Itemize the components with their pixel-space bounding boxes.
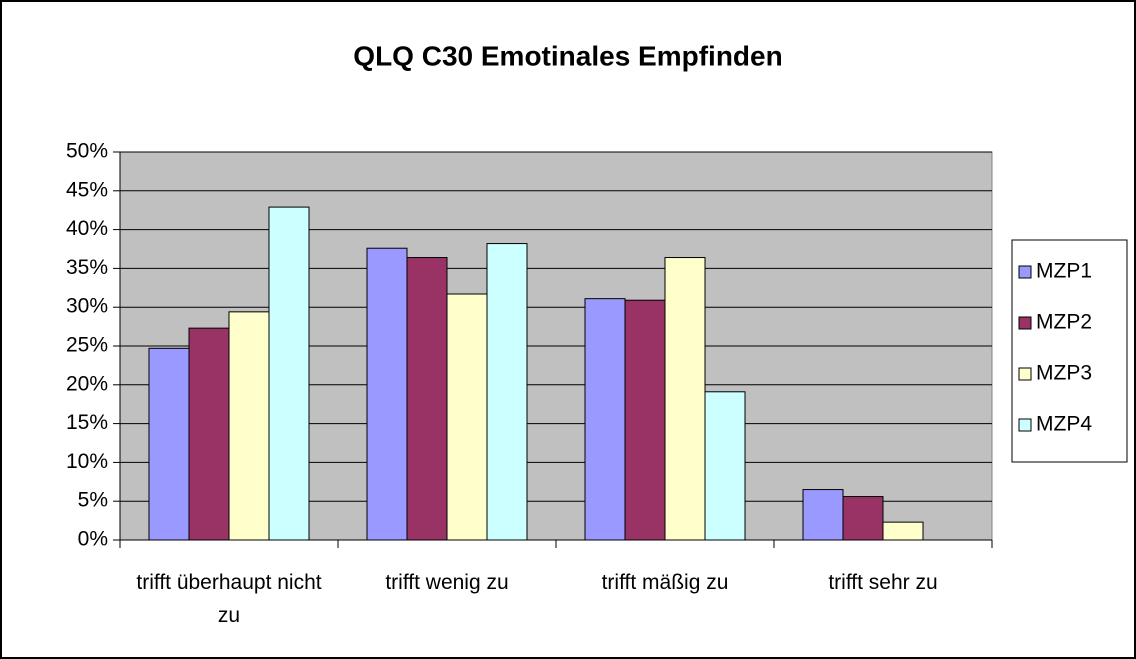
bar <box>366 247 408 541</box>
y-tick-label: 30% <box>66 295 108 318</box>
y-tick-label: 0% <box>78 528 108 551</box>
y-tick-label: 35% <box>66 256 108 279</box>
legend-swatch <box>1018 265 1032 279</box>
bar <box>624 299 666 541</box>
y-tick-label: 40% <box>66 217 108 240</box>
y-tick-label: 20% <box>66 372 108 395</box>
y-tick-label: 25% <box>66 334 108 357</box>
legend-label: MZP2 <box>1036 311 1092 334</box>
y-tick-label: 10% <box>66 450 108 473</box>
legend-label: MZP3 <box>1036 362 1092 385</box>
bar <box>486 243 528 541</box>
bar <box>148 347 190 541</box>
x-tick-label: trifft überhaupt nicht zu <box>136 571 322 627</box>
bar <box>446 293 488 541</box>
x-tick-label: trifft wenig zu <box>385 571 509 594</box>
bar <box>268 206 310 541</box>
legend-swatch <box>1018 418 1032 432</box>
y-tick-label: 50% <box>66 140 108 163</box>
x-tick-label: trifft mäßig zu <box>601 571 729 594</box>
legend-label: MZP1 <box>1036 260 1092 283</box>
y-tick-label: 5% <box>78 489 108 512</box>
legend-swatch <box>1018 316 1032 330</box>
legend-swatch <box>1018 367 1032 381</box>
bar <box>802 489 844 541</box>
bar <box>882 521 924 541</box>
y-tick-label: 45% <box>66 178 108 201</box>
chart-title: QLQ C30 Emotinales Empfinden <box>353 40 782 71</box>
legend-label: MZP4 <box>1036 413 1092 436</box>
bar <box>584 298 626 541</box>
x-tick-label: trifft sehr zu <box>828 571 938 594</box>
bar <box>228 311 270 541</box>
bar <box>704 391 746 541</box>
bar <box>188 327 230 541</box>
y-tick-label: 15% <box>66 411 108 434</box>
bar <box>842 496 884 541</box>
bar <box>406 257 448 541</box>
bar <box>664 257 706 541</box>
